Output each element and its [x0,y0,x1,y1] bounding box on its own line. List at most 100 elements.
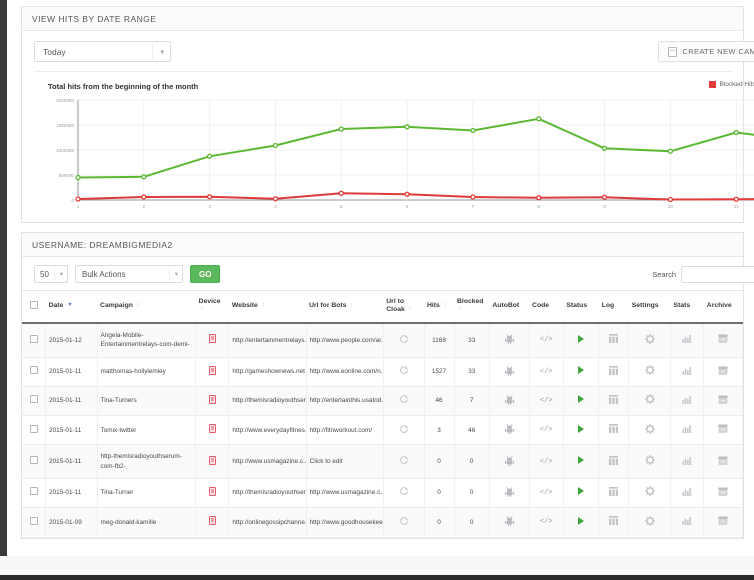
go-button[interactable]: GO [190,265,221,283]
grid-icon[interactable] [609,424,619,434]
bulk-actions-select[interactable]: Bulk Actions ▾ [75,265,183,283]
grid-icon[interactable] [609,486,619,496]
archive-icon[interactable] [718,487,728,496]
mobile-icon[interactable] [208,486,216,496]
th-campaign[interactable]: Campaign ↕ [97,289,196,324]
legend-item-blocked-hits[interactable]: Blocked Hits [709,81,754,88]
cell-website[interactable]: http://www.usmagazine.c... [228,444,307,479]
mobile-icon[interactable] [208,394,216,404]
row-checkbox[interactable] [29,395,38,404]
gear-icon[interactable] [644,486,655,497]
grid-icon[interactable] [609,516,619,526]
refresh-icon[interactable] [399,394,409,404]
date-range-select[interactable]: Today ▾ [34,41,171,62]
cell-website[interactable]: http://themisradioyouthser... [228,386,307,417]
robot-icon[interactable] [504,486,515,497]
play-icon[interactable] [578,366,585,375]
cell-website[interactable]: http://themisradioyouthser... [228,478,307,509]
cell-url-for-bots[interactable]: Click to edit [306,444,384,479]
archive-icon[interactable] [718,366,728,375]
per-page-select[interactable]: 50 ▾ [34,265,68,283]
bar-chart-icon[interactable] [682,395,693,404]
code-icon[interactable]: </> [539,518,553,527]
cell-website[interactable]: http://entertainmentrelays... [228,322,307,358]
row-checkbox[interactable] [29,424,38,433]
robot-icon[interactable] [504,515,515,527]
gear-icon[interactable] [644,423,655,434]
mobile-icon[interactable] [208,516,216,526]
refresh-icon[interactable] [399,334,409,344]
gear-icon[interactable] [644,333,655,344]
gear-icon[interactable] [644,365,655,376]
archive-icon[interactable] [718,456,728,465]
play-icon[interactable] [578,456,585,465]
code-icon[interactable]: </> [539,457,553,466]
row-checkbox[interactable] [29,366,38,375]
create-new-campaign-button[interactable]: CREATE NEW CAMPAIGN [658,41,754,62]
grid-icon[interactable] [609,455,619,465]
play-icon[interactable] [578,424,585,433]
archive-icon[interactable] [718,395,728,404]
play-icon[interactable] [578,334,585,343]
bar-chart-icon[interactable] [682,366,693,375]
play-icon[interactable] [578,487,585,496]
search-input[interactable] [681,265,754,283]
cell-website[interactable]: http://onlinegossipchanne... [228,507,307,538]
cell-url-for-bots[interactable]: http://www.eonline.com/n... [306,357,384,387]
th-hits[interactable]: Hits ↕ [424,289,455,324]
select-all-checkbox[interactable] [29,300,38,309]
row-checkbox[interactable] [29,516,38,525]
grid-icon[interactable] [609,365,619,375]
row-checkbox[interactable] [29,334,38,343]
code-icon[interactable]: </> [539,367,553,376]
bar-chart-icon[interactable] [682,334,693,344]
cell-url-for-bots[interactable]: http://www.usmagazine.c... [306,478,384,509]
code-icon[interactable]: </> [539,396,553,405]
robot-icon[interactable] [504,333,515,344]
gear-icon[interactable] [644,394,655,405]
refresh-icon[interactable] [399,516,409,526]
archive-icon[interactable] [718,334,728,343]
gear-icon[interactable] [644,455,655,466]
cell-url-for-bots[interactable]: http://entertainthis.usatod... [306,386,384,417]
play-icon[interactable] [578,395,585,404]
robot-icon[interactable] [504,394,515,405]
refresh-icon[interactable] [399,365,409,375]
th-url-to-cloak[interactable]: Url to Cloak ↕ [383,289,424,324]
th-website[interactable]: Website ↕ [228,289,307,324]
bar-chart-icon[interactable] [682,456,693,465]
bar-chart-icon[interactable] [682,424,693,434]
th-date[interactable]: Date ▼ [45,289,98,324]
th-url-for-bots[interactable]: Url for Bots ↕ [306,289,384,324]
refresh-icon[interactable] [399,424,409,434]
grid-icon[interactable] [609,394,619,404]
archive-icon[interactable] [718,424,728,433]
robot-icon[interactable] [504,423,515,434]
cell-url-for-bots[interactable]: http://www.goodhousekee... [306,507,384,538]
mobile-icon[interactable] [208,424,216,434]
cell-website[interactable]: http://www.everydayfitnes... [228,415,307,446]
robot-icon[interactable] [504,365,515,376]
bar-chart-icon[interactable] [682,516,693,526]
refresh-icon[interactable] [399,486,409,496]
refresh-icon[interactable] [399,455,409,465]
code-icon[interactable]: </> [539,489,553,497]
robot-icon[interactable] [504,455,515,466]
gear-icon[interactable] [644,515,655,526]
cell-website[interactable]: http://gameshownews.net [228,357,307,387]
cell-url-for-bots[interactable]: http://www.people.com/ar... [306,322,384,358]
cell-url-for-bots[interactable]: http://fitnworkout.com/ [306,415,384,446]
archive-icon[interactable] [718,516,728,526]
code-icon[interactable]: </> [539,336,553,345]
row-checkbox[interactable] [29,456,38,465]
code-icon[interactable]: </> [539,426,553,435]
play-icon[interactable] [578,516,585,525]
grid-icon[interactable] [609,334,619,344]
bar-chart-icon[interactable] [682,487,693,496]
row-checkbox[interactable] [29,487,38,496]
th-blocked[interactable]: Blocked ↕ [454,289,490,324]
mobile-icon[interactable] [208,455,216,465]
mobile-icon[interactable] [208,334,216,344]
mobile-icon[interactable] [208,365,216,375]
th-device[interactable]: Device ↕ [195,289,229,324]
